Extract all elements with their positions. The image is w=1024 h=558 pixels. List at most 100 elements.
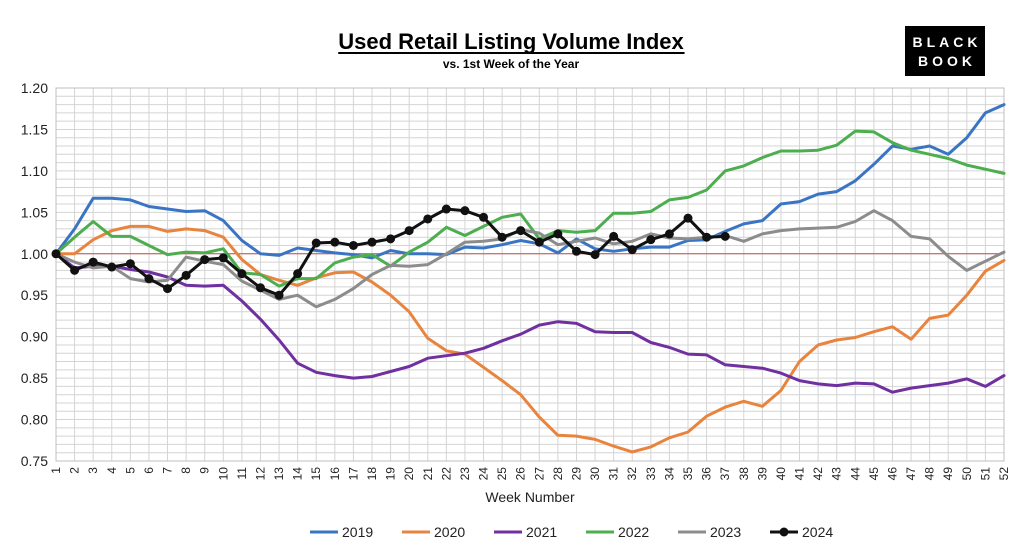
series-point-2024 bbox=[441, 204, 451, 214]
x-tick-label: 42 bbox=[811, 467, 825, 481]
x-tick-label: 21 bbox=[421, 467, 435, 481]
series-point-2024 bbox=[720, 231, 730, 241]
x-tick-label: 16 bbox=[328, 467, 342, 481]
series-point-2024 bbox=[163, 284, 173, 294]
x-tick-label: 45 bbox=[867, 467, 881, 481]
series-point-2024 bbox=[627, 245, 637, 255]
x-tick-label: 50 bbox=[960, 467, 974, 481]
chart-title: Used Retail Listing Volume Index bbox=[338, 29, 684, 54]
x-tick-label: 17 bbox=[346, 467, 360, 481]
series-point-2024 bbox=[200, 255, 210, 265]
y-tick-label: 1.05 bbox=[21, 204, 48, 220]
x-tick-label: 2 bbox=[68, 467, 82, 474]
series-point-2024 bbox=[348, 240, 358, 250]
series-point-2024 bbox=[144, 274, 154, 284]
x-tick-label: 35 bbox=[681, 467, 695, 481]
series-point-2024 bbox=[70, 265, 80, 275]
series-point-2024 bbox=[293, 269, 303, 279]
x-tick-label: 46 bbox=[885, 467, 899, 481]
x-tick-label: 19 bbox=[384, 467, 398, 481]
series-point-2024 bbox=[664, 229, 674, 239]
legend-label-2019: 2019 bbox=[342, 524, 373, 540]
chart-subtitle: vs. 1st Week of the Year bbox=[443, 57, 580, 71]
series-point-2024 bbox=[683, 213, 693, 223]
legend-label-2022: 2022 bbox=[618, 524, 649, 540]
y-tick-label: 0.90 bbox=[21, 329, 48, 345]
y-tick-label: 1.15 bbox=[21, 121, 48, 137]
series-point-2024 bbox=[125, 259, 135, 269]
series-line-2019 bbox=[54, 103, 1006, 260]
y-tick-label: 0.75 bbox=[21, 453, 48, 469]
x-tick-label: 7 bbox=[161, 467, 175, 474]
x-tick-label: 22 bbox=[439, 467, 453, 481]
plot-area: 0.75 0.80 0.85 0.90 0.95 1.00 1.05 1.10 1.15 1.20… bbox=[21, 80, 1011, 480]
x-tick-label: 5 bbox=[123, 467, 137, 474]
series-point-2024 bbox=[534, 237, 544, 247]
x-tick-label: 18 bbox=[365, 467, 379, 481]
x-tick-label: 43 bbox=[830, 467, 844, 481]
black-book-logo: BLACK BOOK bbox=[905, 26, 985, 76]
x-tick-label: 44 bbox=[848, 467, 862, 481]
x-tick-label: 52 bbox=[997, 467, 1011, 481]
x-tick-label: 23 bbox=[458, 467, 472, 481]
x-tick-label: 33 bbox=[644, 467, 658, 481]
plot-border bbox=[55, 87, 1005, 462]
x-tick-label: 14 bbox=[291, 467, 305, 481]
legend-label-2020: 2020 bbox=[434, 524, 465, 540]
series-point-2024 bbox=[497, 232, 507, 242]
series-point-2024 bbox=[107, 262, 117, 272]
x-tick-label: 8 bbox=[179, 467, 193, 474]
y-tick-label: 1.10 bbox=[21, 163, 48, 179]
series-point-2024 bbox=[386, 234, 396, 244]
x-tick-label: 36 bbox=[700, 467, 714, 481]
logo-line-1: BLACK bbox=[913, 34, 982, 50]
legend: 2019 2020 2021 2022 2023 2024 bbox=[310, 524, 833, 540]
series-point-2024 bbox=[274, 290, 284, 300]
series-line-2020 bbox=[54, 224, 1006, 454]
series-point-2024 bbox=[423, 214, 433, 224]
x-tick-label: 30 bbox=[588, 467, 602, 481]
x-tick-label: 48 bbox=[923, 467, 937, 481]
legend-label-2021: 2021 bbox=[526, 524, 557, 540]
series-point-2024 bbox=[702, 232, 712, 242]
x-tick-label: 51 bbox=[978, 467, 992, 481]
legend-label-2024: 2024 bbox=[802, 524, 833, 540]
logo-line-2: BOOK bbox=[918, 53, 976, 69]
series-point-2024 bbox=[367, 237, 377, 247]
series-point-2024 bbox=[404, 226, 414, 236]
series-point-2024 bbox=[571, 246, 581, 256]
x-tick-label: 10 bbox=[216, 467, 230, 481]
x-tick-label: 28 bbox=[551, 467, 565, 481]
x-tick-label: 32 bbox=[625, 467, 639, 481]
series-point-2024 bbox=[553, 229, 563, 239]
series-point-2024 bbox=[460, 206, 470, 216]
x-tick-label: 15 bbox=[309, 467, 323, 481]
series-point-2024 bbox=[479, 212, 489, 222]
series-point-2024 bbox=[88, 257, 98, 267]
x-tick-label: 29 bbox=[569, 467, 583, 481]
x-tick-label: 37 bbox=[718, 467, 732, 481]
series-point-2024 bbox=[609, 231, 619, 241]
x-tick-label: 27 bbox=[532, 467, 546, 481]
x-tick-label: 47 bbox=[904, 467, 918, 481]
series-point-2024 bbox=[311, 238, 321, 248]
x-tick-label: 39 bbox=[755, 467, 769, 481]
series-point-2024 bbox=[255, 283, 265, 293]
x-tick-label: 34 bbox=[662, 467, 676, 481]
series-line-2021 bbox=[54, 252, 1006, 394]
series-point-2024 bbox=[237, 269, 247, 279]
legend-marker-2024 bbox=[779, 527, 789, 537]
series-line-2022 bbox=[54, 129, 1006, 288]
x-tick-label: 24 bbox=[477, 467, 491, 481]
y-tick-label: 1.00 bbox=[21, 246, 48, 262]
x-tick-label: 12 bbox=[253, 467, 267, 481]
y-tick-label: 0.80 bbox=[21, 412, 48, 428]
y-tick-label: 0.95 bbox=[21, 287, 48, 303]
y-tick-label: 0.85 bbox=[21, 370, 48, 386]
logo-background bbox=[905, 26, 985, 76]
x-tick-label: 26 bbox=[514, 467, 528, 481]
x-tick-label: 6 bbox=[142, 467, 156, 474]
x-tick-label: 4 bbox=[105, 467, 119, 474]
x-tick-label: 20 bbox=[402, 467, 416, 481]
